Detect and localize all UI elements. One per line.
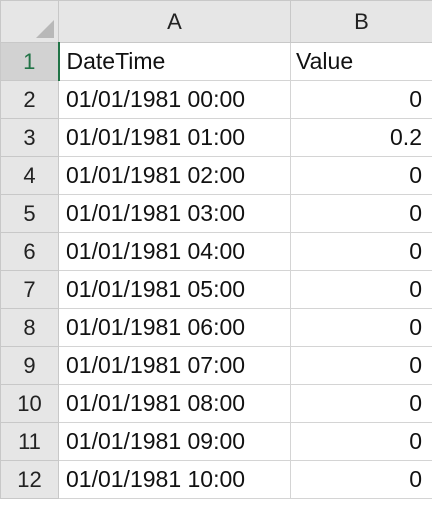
cell-a8[interactable]: 01/01/1981 06:00	[58, 308, 291, 347]
cell-a11[interactable]: 01/01/1981 09:00	[58, 422, 291, 461]
column-header-a[interactable]: A	[58, 0, 291, 43]
table-row: 5 01/01/1981 03:00 0	[0, 194, 432, 233]
table-row: 6 01/01/1981 04:00 0	[0, 232, 432, 271]
table-row: 8 01/01/1981 06:00 0	[0, 308, 432, 347]
cell-a9[interactable]: 01/01/1981 07:00	[58, 346, 291, 385]
cell-b1[interactable]: Value	[290, 42, 432, 81]
cell-b6[interactable]: 0	[290, 232, 432, 271]
table-row: 2 01/01/1981 00:00 0	[0, 80, 432, 119]
cell-a10[interactable]: 01/01/1981 08:00	[58, 384, 291, 423]
cell-b7[interactable]: 0	[290, 270, 432, 309]
table-row: 11 01/01/1981 09:00 0	[0, 422, 432, 461]
select-all-triangle-icon	[36, 20, 54, 38]
row-header-1[interactable]: 1	[0, 42, 60, 81]
cell-a4[interactable]: 01/01/1981 02:00	[58, 156, 291, 195]
cell-b2[interactable]: 0	[290, 80, 432, 119]
row-header-3[interactable]: 3	[0, 118, 59, 157]
cell-a2[interactable]: 01/01/1981 00:00	[58, 80, 291, 119]
column-header-row: A B	[0, 0, 432, 43]
row-header-9[interactable]: 9	[0, 346, 59, 385]
table-row: 12 01/01/1981 10:00 0	[0, 460, 432, 499]
table-row: 3 01/01/1981 01:00 0.2	[0, 118, 432, 157]
cell-b11[interactable]: 0	[290, 422, 432, 461]
cell-a5[interactable]: 01/01/1981 03:00	[58, 194, 291, 233]
select-all-button[interactable]	[0, 0, 59, 43]
row-header-7[interactable]: 7	[0, 270, 59, 309]
cell-b12[interactable]: 0	[290, 460, 432, 499]
row-header-12[interactable]: 12	[0, 460, 59, 499]
cell-b3[interactable]: 0.2	[290, 118, 432, 157]
row-header-6[interactable]: 6	[0, 232, 59, 271]
row-header-5[interactable]: 5	[0, 194, 59, 233]
table-row: 9 01/01/1981 07:00 0	[0, 346, 432, 385]
cell-a6[interactable]: 01/01/1981 04:00	[58, 232, 291, 271]
table-row: 4 01/01/1981 02:00 0	[0, 156, 432, 195]
cell-a3[interactable]: 01/01/1981 01:00	[58, 118, 291, 157]
row-header-11[interactable]: 11	[0, 422, 59, 461]
row-header-10[interactable]: 10	[0, 384, 59, 423]
column-header-b[interactable]: B	[290, 0, 432, 43]
cell-a7[interactable]: 01/01/1981 05:00	[58, 270, 291, 309]
row-header-2[interactable]: 2	[0, 80, 59, 119]
row-header-8[interactable]: 8	[0, 308, 59, 347]
table-row: 1 DateTime Value	[0, 42, 432, 81]
cell-b9[interactable]: 0	[290, 346, 432, 385]
cell-a12[interactable]: 01/01/1981 10:00	[58, 460, 291, 499]
table-row: 10 01/01/1981 08:00 0	[0, 384, 432, 423]
cell-a1[interactable]: DateTime	[58, 42, 291, 81]
cell-b8[interactable]: 0	[290, 308, 432, 347]
cell-b5[interactable]: 0	[290, 194, 432, 233]
row-header-4[interactable]: 4	[0, 156, 59, 195]
cell-b4[interactable]: 0	[290, 156, 432, 195]
table-row: 7 01/01/1981 05:00 0	[0, 270, 432, 309]
cell-b10[interactable]: 0	[290, 384, 432, 423]
